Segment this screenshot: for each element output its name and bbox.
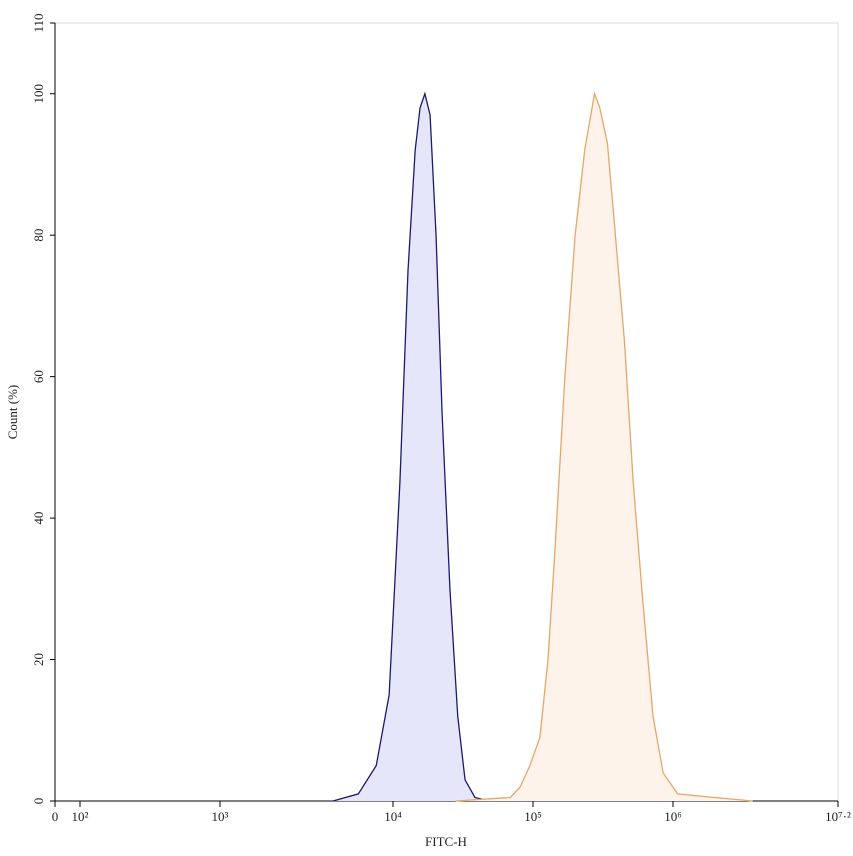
y-tick-label: 110	[31, 13, 46, 32]
x-tick-label: 10⁶	[664, 809, 682, 824]
x-tick-label: 0	[52, 809, 59, 824]
y-tick-label: 100	[31, 84, 46, 104]
y-axis-title: Count (%)	[5, 385, 20, 440]
x-tick-label: 10²	[72, 809, 89, 824]
histogram-area	[333, 93, 490, 801]
histogram-area	[455, 93, 753, 801]
x-tick-label: 10⁷·²	[825, 809, 851, 824]
x-axis-title: FITC-H	[425, 834, 467, 849]
histogram-line	[332, 91, 490, 802]
y-tick-label: 60	[31, 370, 46, 383]
histogram-line	[455, 91, 753, 802]
y-tick-label: 40	[31, 512, 46, 525]
x-tick-label: 10⁴	[384, 809, 402, 824]
x-tick-label: 10⁵	[524, 809, 542, 824]
y-tick-label: 80	[31, 229, 46, 242]
y-tick-label: 20	[31, 653, 46, 666]
x-tick-label: 10³	[212, 809, 229, 824]
y-tick-label: 0	[31, 798, 46, 805]
